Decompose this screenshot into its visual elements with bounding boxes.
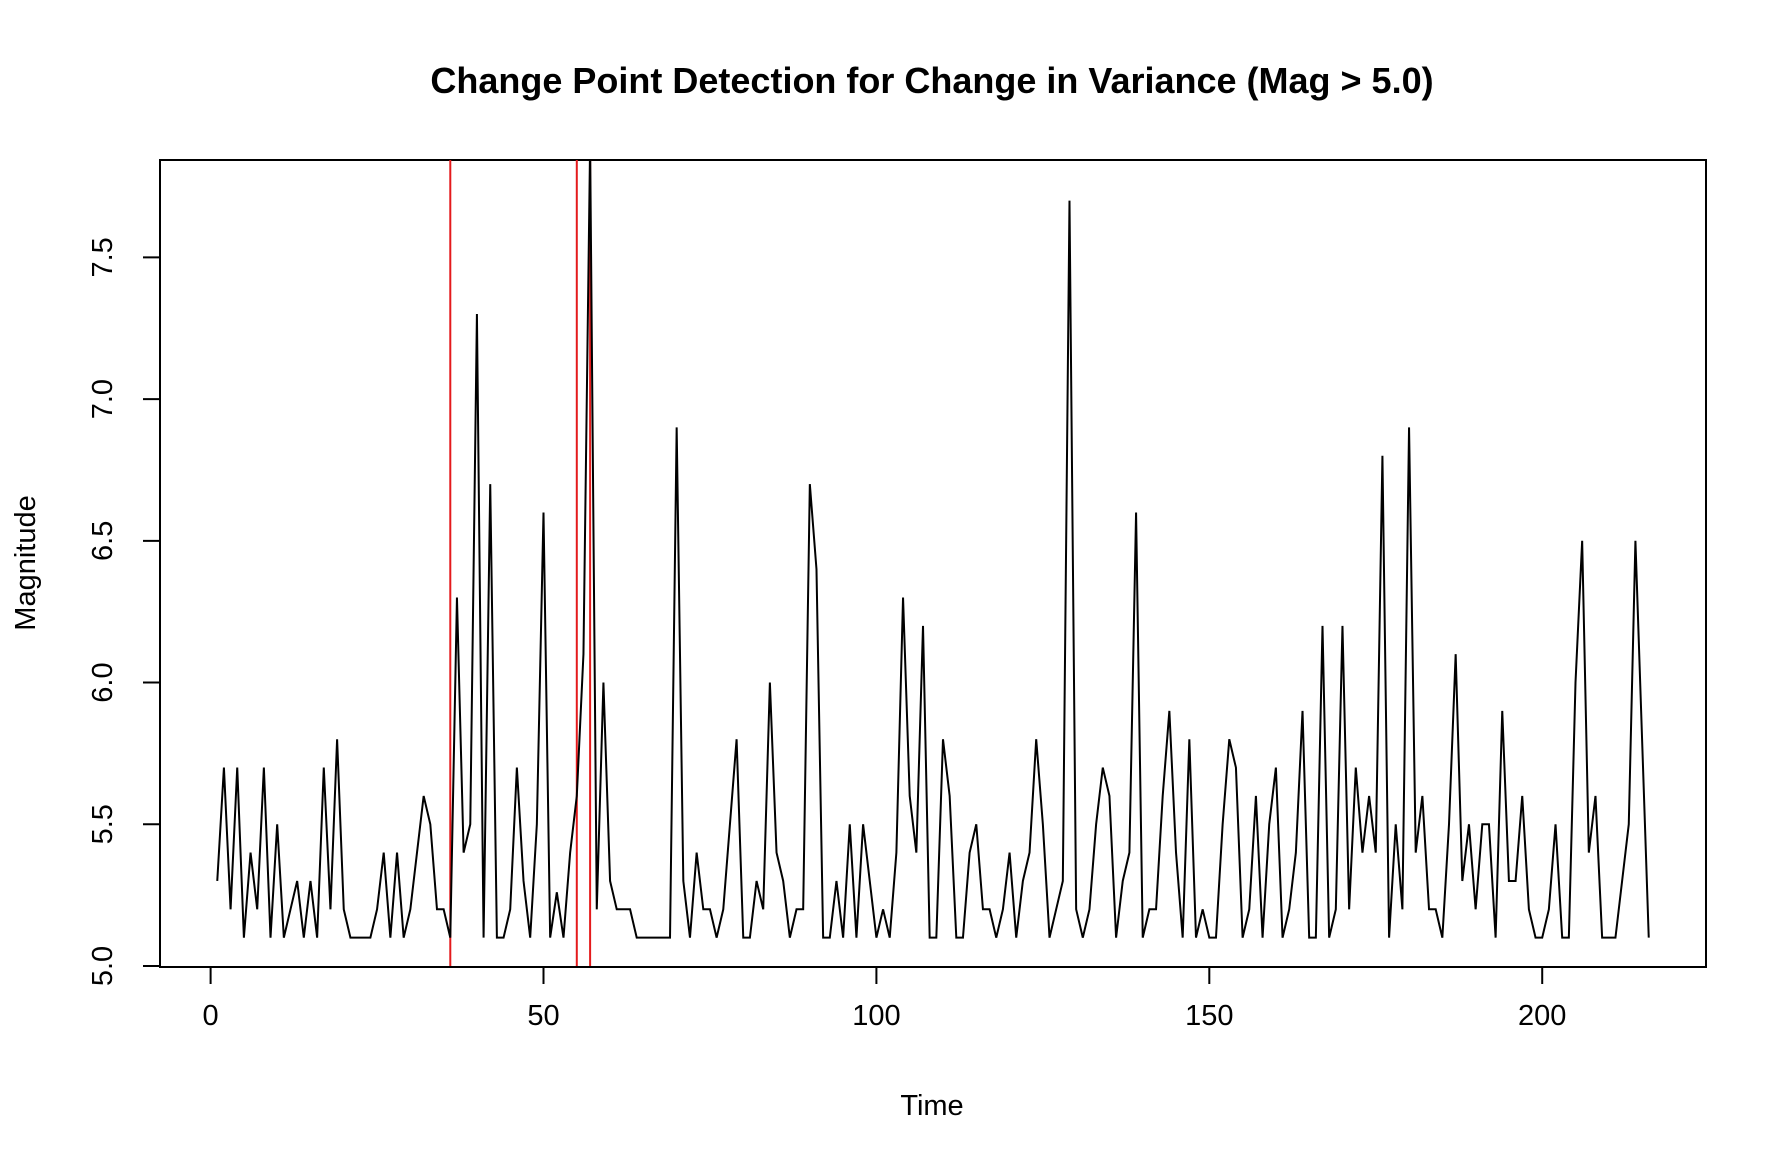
series-line	[216, 160, 1650, 939]
y-axis-label: Magnitude	[10, 495, 42, 630]
y-tick-label: 6.0	[87, 662, 119, 702]
y-axis: 5.0 5.5 6.0 6.5 7.0 7.5	[87, 237, 161, 986]
x-tick-label: 50	[527, 1000, 559, 1032]
chart-title: Change Point Detection for Change in Var…	[430, 60, 1433, 101]
y-tick-label: 5.5	[87, 804, 119, 844]
x-tick-label: 100	[852, 1000, 900, 1032]
x-tick-label: 200	[1518, 1000, 1566, 1032]
y-tick-label: 6.5	[87, 521, 119, 561]
plot-area	[159, 159, 1707, 968]
x-axis-label: Time	[900, 1090, 963, 1122]
x-axis: 0 50 100 150 200	[203, 966, 1566, 1032]
data-series	[216, 160, 1650, 939]
x-tick-label: 0	[203, 1000, 219, 1032]
y-tick-label: 5.0	[87, 946, 119, 986]
y-tick-label: 7.5	[87, 237, 119, 277]
y-tick-label: 7.0	[87, 379, 119, 419]
change-point-lines	[449, 160, 592, 967]
x-tick-label: 150	[1185, 1000, 1233, 1032]
